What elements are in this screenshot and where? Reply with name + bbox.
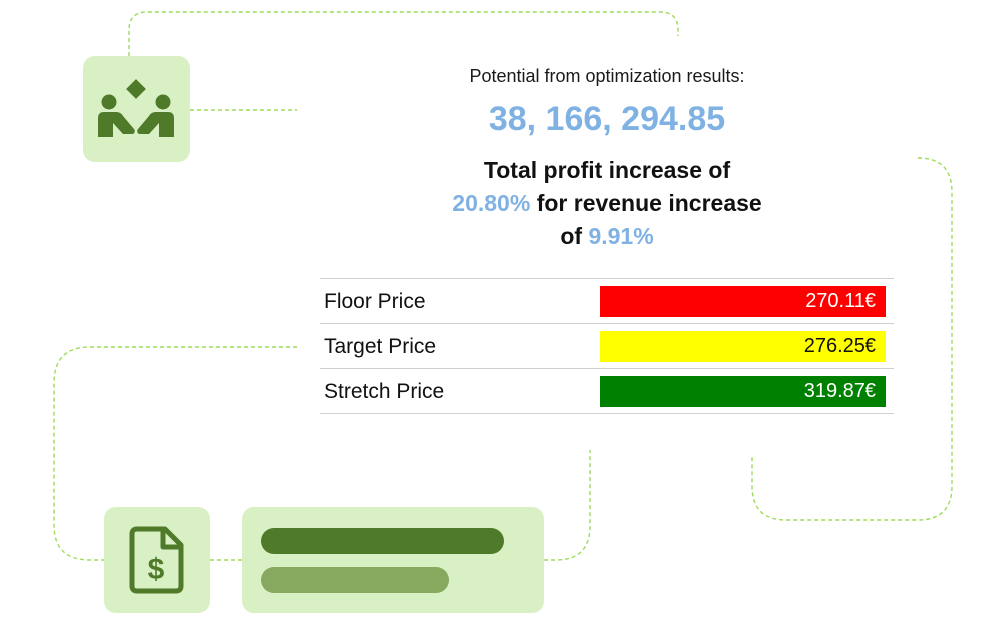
progress-bar-light [261,567,449,593]
results-subtitle: Potential from optimization results: [469,66,745,86]
potential-value: 38, 166, 294.85 [488,100,726,138]
price-row-stretch: Stretch Price 319.87€ [320,369,894,414]
price-value-stretch: 319.87€ [600,376,886,407]
handshake-people-icon [97,79,174,137]
price-row-floor: Floor Price 270.11€ [320,279,894,324]
connector-top [128,11,679,56]
price-value-target: 276.25€ [600,331,886,362]
profit-headline: Total profit increase of 20.80% for reve… [300,154,914,253]
price-table: Floor Price 270.11€ Target Price 276.25€… [320,278,894,414]
progress-card [242,507,544,613]
dollar-document-icon: $ [129,526,184,594]
handshake-tile [83,56,190,162]
headline-line-3: of 9.91% [300,220,914,253]
price-label: Target Price [324,335,437,358]
connector-bottom-right [544,450,591,561]
headline-line-2: 20.80% for revenue increase [300,187,914,220]
profit-increase-value: 20.80% [452,190,531,216]
price-label: Stretch Price [324,380,445,403]
connector-left [53,346,297,561]
headline-revenue-text: for revenue increase [536,190,762,216]
price-value-floor: 270.11€ [600,286,886,317]
price-row-target: Target Price 276.25€ [320,324,894,369]
connector-right [751,157,953,521]
price-label: Floor Price [324,290,426,313]
progress-bar-dark [261,528,504,554]
revenue-increase-value: 9.91% [588,223,654,249]
headline-line-1: Total profit increase of [483,157,731,183]
headline-of-text: of [560,223,583,249]
invoice-tile: $ [104,507,210,613]
svg-text:$: $ [148,553,165,586]
